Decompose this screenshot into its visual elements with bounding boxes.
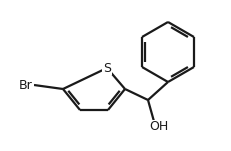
Text: S: S [103, 61, 110, 74]
Text: OH: OH [149, 120, 168, 133]
Text: Br: Br [19, 79, 33, 92]
